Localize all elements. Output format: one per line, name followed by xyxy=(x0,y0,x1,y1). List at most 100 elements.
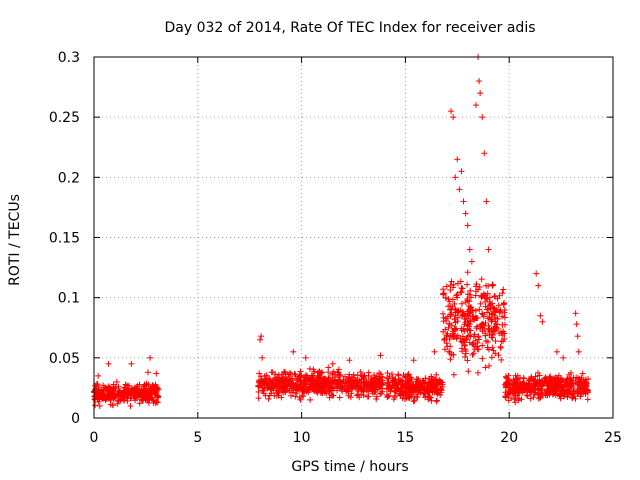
data-point xyxy=(579,385,586,392)
data-point xyxy=(458,300,465,307)
data-point xyxy=(377,371,384,378)
data-point xyxy=(577,393,584,400)
data-point xyxy=(484,309,491,316)
data-point xyxy=(259,354,266,361)
data-point xyxy=(543,375,550,382)
data-point xyxy=(464,222,471,229)
data-point xyxy=(489,282,496,289)
data-point xyxy=(459,285,466,292)
data-point xyxy=(443,283,450,290)
data-point xyxy=(314,369,321,376)
data-point xyxy=(336,394,343,401)
data-point xyxy=(507,394,514,401)
data-point xyxy=(486,325,493,332)
data-point xyxy=(556,392,563,399)
data-point xyxy=(150,386,157,393)
data-point xyxy=(477,300,484,307)
data-point xyxy=(146,388,153,395)
data-point xyxy=(493,306,500,313)
data-point xyxy=(148,383,155,390)
data-point xyxy=(378,377,385,384)
data-point xyxy=(262,392,269,399)
data-point xyxy=(460,325,467,332)
data-point xyxy=(445,324,452,331)
data-point xyxy=(360,388,367,395)
data-point xyxy=(115,398,122,405)
data-point xyxy=(464,315,471,322)
data-point xyxy=(526,376,533,383)
data-point xyxy=(448,310,455,317)
data-point xyxy=(452,174,459,181)
data-point xyxy=(419,380,426,387)
data-point xyxy=(338,379,345,386)
data-point xyxy=(463,336,470,343)
y-tick-label: 0.2 xyxy=(58,170,80,186)
data-point xyxy=(402,373,409,380)
data-point xyxy=(319,389,326,396)
data-point xyxy=(354,372,361,379)
y-tick-label: 0.25 xyxy=(49,110,80,126)
data-point xyxy=(584,396,591,403)
data-point xyxy=(286,369,293,376)
data-point xyxy=(534,369,541,376)
data-point xyxy=(424,393,431,400)
data-point xyxy=(300,387,307,394)
data-point xyxy=(438,386,445,393)
data-point xyxy=(293,390,300,397)
x-tick-label: 20 xyxy=(500,430,518,446)
data-point xyxy=(537,394,544,401)
data-point xyxy=(514,380,521,387)
data-point xyxy=(147,354,154,361)
data-point xyxy=(535,395,542,402)
chart-title: Day 032 of 2014, Rate Of TEC Index for r… xyxy=(164,20,535,36)
data-point xyxy=(300,393,307,400)
data-point xyxy=(390,396,397,403)
data-point xyxy=(346,380,353,387)
data-point xyxy=(448,278,455,285)
data-point xyxy=(391,376,398,383)
data-point xyxy=(354,379,361,386)
data-point xyxy=(495,302,502,309)
data-point xyxy=(460,198,467,205)
data-point xyxy=(475,334,482,341)
data-point xyxy=(312,381,319,388)
data-point xyxy=(572,377,579,384)
data-point xyxy=(493,321,500,328)
data-point xyxy=(450,351,457,358)
data-point xyxy=(447,343,454,350)
data-point xyxy=(365,393,372,400)
y-tick-label: 0.15 xyxy=(49,231,80,247)
data-point xyxy=(290,348,297,355)
data-point xyxy=(388,371,395,378)
data-point xyxy=(496,330,503,337)
data-point xyxy=(423,386,430,393)
data-point xyxy=(405,394,412,401)
x-axis-label: GPS time / hours xyxy=(291,459,408,475)
data-point xyxy=(346,357,353,364)
data-point xyxy=(397,391,404,398)
data-point xyxy=(98,386,105,393)
data-point xyxy=(512,399,519,406)
data-point xyxy=(117,387,124,394)
data-point xyxy=(560,354,567,361)
data-point xyxy=(299,388,306,395)
x-tick-label: 10 xyxy=(293,430,311,446)
data-point xyxy=(268,380,275,387)
data-point xyxy=(416,382,423,389)
data-point xyxy=(503,374,510,381)
data-point xyxy=(325,388,332,395)
data-point xyxy=(305,389,312,396)
data-point xyxy=(451,333,458,340)
data-point xyxy=(135,391,142,398)
data-point xyxy=(476,306,483,313)
data-point xyxy=(261,372,268,379)
data-point xyxy=(481,150,488,157)
data-point xyxy=(329,371,336,378)
data-point xyxy=(443,333,450,340)
data-point xyxy=(455,307,462,314)
data-point xyxy=(261,382,268,389)
data-point xyxy=(93,392,100,399)
data-point xyxy=(501,309,508,316)
data-point xyxy=(579,370,586,377)
